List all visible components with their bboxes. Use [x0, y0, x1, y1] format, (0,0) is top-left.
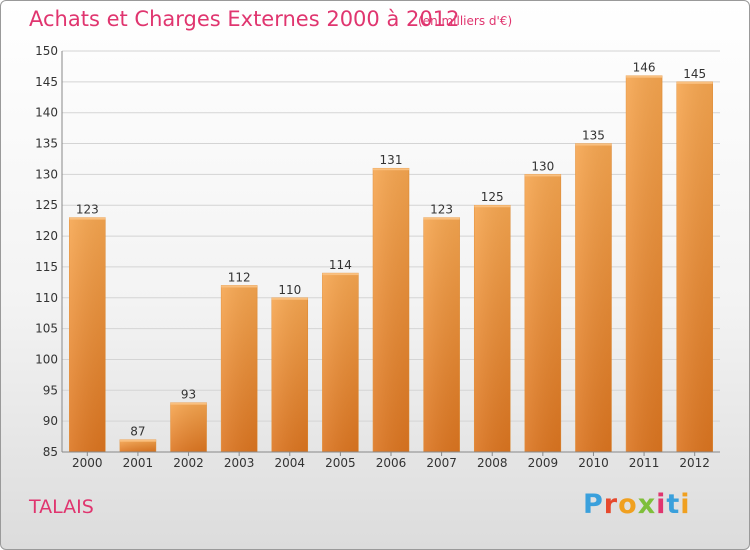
y-tick-label: 140 [35, 106, 58, 120]
x-tick-label: 2010 [578, 456, 609, 470]
x-tick-label: 2009 [528, 456, 559, 470]
x-tick-label: 2001 [123, 456, 154, 470]
bar-top-2008 [474, 205, 511, 208]
bar-top-2002 [170, 402, 207, 405]
y-tick-label: 95 [43, 383, 58, 397]
value-label: 93 [181, 388, 196, 402]
value-label: 130 [531, 159, 554, 173]
x-tick-label: 2005 [325, 456, 356, 470]
logo-letter: o [618, 489, 638, 520]
y-tick-label: 150 [35, 44, 58, 58]
bar-top-2007 [423, 217, 460, 220]
y-tick-label: 110 [35, 291, 58, 305]
bar-top-2005 [322, 273, 359, 276]
x-tick-label: 2000 [72, 456, 103, 470]
value-label: 131 [380, 153, 403, 167]
logo-letter: i [680, 489, 691, 520]
y-tick-label: 130 [35, 167, 58, 181]
x-tick-label: 2012 [679, 456, 710, 470]
x-tick-label: 2008 [477, 456, 508, 470]
value-label: 123 [430, 203, 453, 217]
bar-top-2000 [69, 217, 106, 220]
bar-top-2001 [119, 439, 156, 442]
value-label: 112 [228, 270, 251, 284]
x-tick-label: 2003 [224, 456, 255, 470]
value-label: 145 [683, 67, 706, 81]
bar-shade-2007 [423, 217, 460, 452]
value-label: 146 [633, 61, 656, 75]
y-tick-label: 90 [43, 414, 58, 428]
x-tick-label: 2011 [629, 456, 660, 470]
bar-top-2004 [271, 297, 308, 300]
place-name: TALAIS [29, 496, 94, 518]
bars-layer [69, 75, 713, 453]
bar-shade-2001 [119, 439, 156, 452]
proxiti-logo: Proxiti [583, 489, 691, 520]
logo-letter: x [637, 489, 657, 520]
bar-shade-2004 [271, 297, 308, 452]
bar-shade-2005 [322, 273, 359, 452]
logo-letter: P [583, 489, 604, 520]
bar-top-2009 [524, 174, 561, 177]
x-tick-label: 2002 [173, 456, 204, 470]
logo-letter: i [656, 489, 667, 520]
x-tick-label: 2004 [274, 456, 305, 470]
bar-shade-2008 [474, 205, 511, 452]
bar-top-2006 [373, 168, 409, 171]
bar-shade-2012 [676, 81, 713, 452]
labels-layer: 85 90 95 100 105 110 115 120 125 130 135 140 145 150 1… [35, 44, 710, 470]
bar-shade-2009 [524, 174, 561, 452]
bar-shade-2002 [170, 402, 207, 452]
y-tick-label: 120 [35, 229, 58, 243]
bar-top-2003 [221, 285, 258, 288]
value-label: 87 [130, 425, 145, 439]
chart-subtitle: (en milliers d'€) [418, 14, 513, 28]
y-tick-label: 85 [43, 445, 58, 459]
bar-shade-2000 [69, 217, 106, 452]
x-tick-label: 2006 [376, 456, 407, 470]
y-tick-label: 100 [35, 352, 58, 366]
y-tick-label: 115 [35, 260, 58, 274]
y-tick-label: 125 [35, 198, 58, 212]
chart-title: Achats et Charges Externes 2000 à 2012 [29, 7, 460, 31]
y-tick-label: 105 [35, 322, 58, 336]
logo-letter: r [603, 489, 619, 520]
bar-shade-2006 [373, 168, 409, 452]
x-tick-label: 2007 [426, 456, 457, 470]
value-label: 123 [76, 203, 99, 217]
value-label: 135 [582, 129, 605, 143]
value-label: 110 [278, 283, 301, 297]
bar-top-2011 [626, 75, 663, 78]
y-tick-label: 145 [35, 75, 58, 89]
value-label: 114 [329, 258, 352, 272]
value-label: 125 [481, 190, 504, 204]
bar-top-2010 [575, 143, 612, 146]
y-tick-label: 135 [35, 137, 58, 151]
axis-layer [61, 51, 720, 456]
bar-shade-2011 [626, 75, 663, 452]
bar-shade-2010 [575, 143, 612, 453]
logo-letter: t [666, 489, 681, 520]
bar-top-2012 [676, 81, 713, 84]
bar-shade-2003 [221, 285, 258, 452]
